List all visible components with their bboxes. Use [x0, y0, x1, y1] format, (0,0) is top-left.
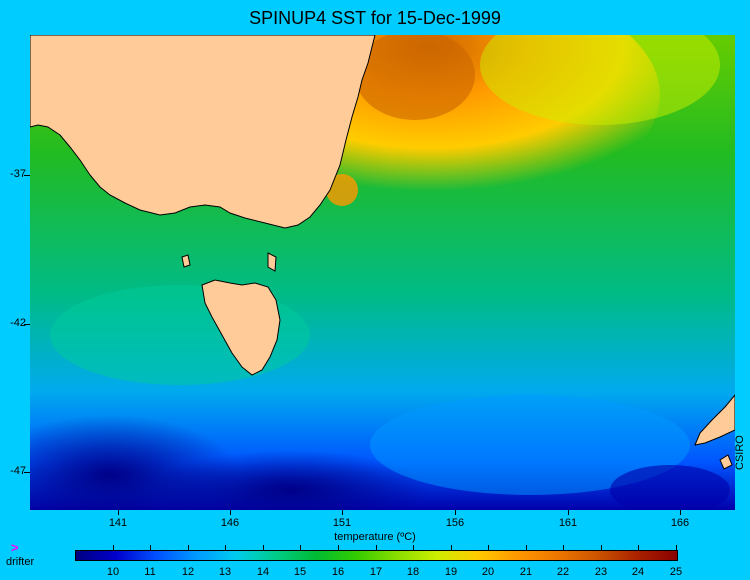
colorbar-tick — [638, 545, 639, 551]
land-flinders-island — [267, 252, 277, 272]
x-tick — [455, 510, 456, 515]
land-stewart-island — [719, 454, 733, 470]
map-title: SPINUP4 SST for 15-Dec-1999 — [249, 8, 501, 28]
colorbar-tick — [488, 545, 489, 551]
colorbar-title: temperature (ºC) — [334, 531, 416, 543]
colorbar-tick — [113, 545, 114, 551]
sst-map — [30, 35, 735, 510]
x-tick — [568, 510, 569, 515]
colorbar-tick — [338, 545, 339, 551]
colorbar-tick-label: 25 — [669, 566, 683, 578]
sst-field — [30, 35, 735, 510]
y-tick — [24, 472, 30, 473]
colorbar-tick — [188, 545, 189, 551]
y-tick-label: -42 — [10, 317, 26, 329]
colorbar-tick-label: 15 — [293, 566, 307, 578]
colorbar-tick — [526, 545, 527, 551]
drifter-legend-label: drifter — [6, 556, 35, 568]
x-tick-label: 141 — [108, 517, 128, 529]
colorbar-tick — [413, 545, 414, 551]
colorbar-tick — [300, 545, 301, 551]
x-tick-label: 156 — [445, 517, 465, 529]
colorbar-tick — [225, 545, 226, 551]
x-tick-label: 146 — [220, 517, 240, 529]
colorbar-tick-label: 19 — [444, 566, 458, 578]
x-tick — [680, 510, 681, 515]
land-tasmania — [201, 279, 281, 376]
colorbar-tick-label: 14 — [256, 566, 270, 578]
x-tick-label: 166 — [670, 517, 690, 529]
y-tick-label: -47 — [10, 465, 26, 477]
colorbar — [75, 550, 678, 561]
colorbar-tick-label: 20 — [481, 566, 495, 578]
colorbar-tick-label: 12 — [181, 566, 195, 578]
x-tick-label: 151 — [332, 517, 352, 529]
x-tick — [118, 510, 119, 515]
colorbar-tick-label: 23 — [594, 566, 608, 578]
colorbar-tick — [263, 545, 264, 551]
colorbar-tick — [676, 545, 677, 551]
colorbar-tick — [601, 545, 602, 551]
land-new-zealand — [694, 394, 735, 446]
colorbar-gradient — [76, 551, 677, 560]
credit-label: CSIRO — [734, 435, 746, 470]
colorbar-tick-label: 22 — [556, 566, 570, 578]
colorbar-tick — [563, 545, 564, 551]
y-tick — [24, 175, 30, 176]
colorbar-tick — [451, 545, 452, 551]
colorbar-tick-label: 10 — [106, 566, 120, 578]
colorbar-tick-label: 18 — [406, 566, 420, 578]
drifter-marker-icon: > — [11, 540, 19, 555]
colorbar-tick-label: 17 — [369, 566, 383, 578]
colorbar-tick-label: 24 — [631, 566, 645, 578]
colorbar-tick — [150, 545, 151, 551]
y-tick-label: -37 — [10, 168, 26, 180]
y-tick — [24, 324, 30, 325]
x-tick — [230, 510, 231, 515]
colorbar-tick-label: 16 — [331, 566, 345, 578]
x-tick-label: 161 — [558, 517, 578, 529]
land-australia — [30, 35, 376, 229]
colorbar-tick-label: 21 — [519, 566, 533, 578]
land-king-island — [181, 254, 191, 268]
x-tick — [342, 510, 343, 515]
colorbar-tick-label: 13 — [218, 566, 232, 578]
colorbar-tick-label: 11 — [144, 566, 156, 578]
colorbar-tick — [376, 545, 377, 551]
